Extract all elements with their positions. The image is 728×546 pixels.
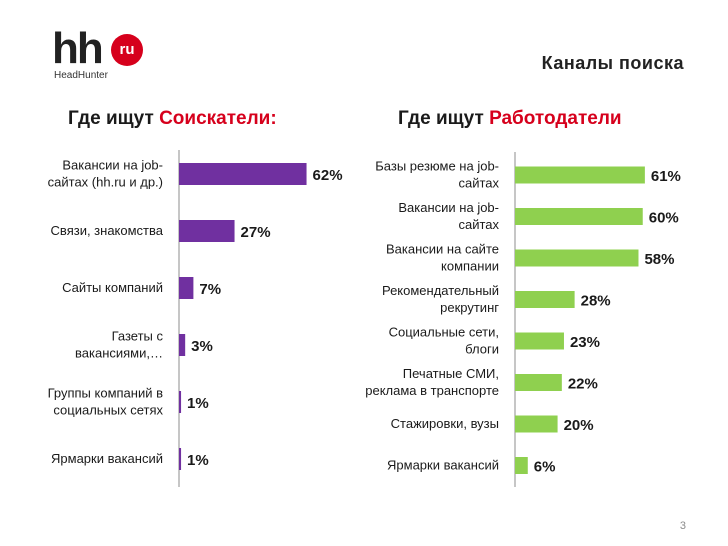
employers-category-label: Вакансии на job- — [398, 200, 499, 215]
employers-value-label: 28% — [581, 293, 611, 310]
employers-value-label: 20% — [564, 417, 594, 434]
employers-bar — [515, 249, 639, 267]
seekers-value-label: 1% — [187, 395, 209, 412]
employers-category-label: Базы резюме на job- — [375, 159, 499, 174]
seekers-category-label: Группы компаний в — [48, 386, 164, 401]
employers-category-label: рекрутинг — [440, 300, 499, 315]
seekers-bar — [179, 220, 235, 242]
seekers-value-label: 27% — [241, 224, 271, 241]
headhunter-logo: hh ru HeadHunter — [52, 24, 148, 84]
employers-title-prefix: Где ищут — [398, 108, 490, 129]
employers-category-label: компании — [441, 259, 499, 274]
seekers-title-prefix: Где ищут — [68, 108, 160, 129]
employers-bar — [515, 374, 562, 391]
logo-ru-badge: ru — [111, 34, 143, 66]
seekers-value-label: 7% — [199, 281, 221, 298]
page-title: Каналы поиска — [541, 53, 684, 73]
employers-value-label: 6% — [534, 459, 556, 476]
employers-category-label: Социальные сети, — [389, 325, 499, 340]
employers-category-label: Печатные СМИ, — [403, 366, 499, 381]
seekers-category-label: Вакансии на job- — [62, 158, 163, 173]
employers-category-label: Вакансии на сайте — [386, 242, 499, 257]
seekers-category-label: Газеты с — [112, 329, 164, 344]
employers-bar — [515, 415, 558, 433]
employers-chart-title: Где ищут Работодатели — [398, 108, 622, 130]
seekers-bar — [179, 277, 194, 299]
seekers-category-label: сайтах (hh.ru и др.) — [48, 175, 163, 190]
employers-category-label: Стажировки, вузы — [391, 416, 499, 431]
seekers-value-label: 62% — [313, 167, 343, 184]
seekers-value-label: 3% — [191, 338, 213, 355]
employers-title-highlight: Работодатели — [489, 108, 622, 129]
employers-category-label: Рекомендательный — [382, 283, 499, 298]
employers-bar — [515, 291, 575, 308]
seekers-value-label: 1% — [187, 452, 209, 469]
employers-category-label: реклама в транспорте — [365, 383, 499, 398]
seekers-category-label: социальных сетях — [53, 403, 163, 418]
employers-bar — [515, 208, 643, 225]
logo-subtitle: HeadHunter — [54, 70, 108, 81]
employers-value-label: 60% — [649, 210, 679, 227]
employers-category-label: Ярмарки вакансий — [387, 458, 499, 473]
seekers-bar — [179, 334, 186, 356]
employers-bar — [515, 166, 645, 184]
seekers-bar — [179, 163, 307, 185]
employers-value-label: 22% — [568, 376, 598, 393]
employers-category-label: блоги — [465, 342, 499, 357]
logo-hh-text: hh — [52, 24, 104, 73]
seekers-category-label: Ярмарки вакансий — [51, 451, 163, 466]
employers-category-label: сайтах — [458, 217, 499, 232]
seekers-category-label: Связи, знакомства — [51, 223, 164, 238]
seekers-category-label: вакансиями,… — [75, 346, 163, 361]
seekers-title-highlight: Соискатели: — [159, 108, 277, 129]
seekers-category-label: Сайты компаний — [62, 280, 163, 295]
employers-bar — [515, 457, 528, 474]
seekers-bar — [179, 391, 182, 413]
employers-value-label: 58% — [644, 251, 674, 268]
employers-value-label: 61% — [651, 168, 681, 185]
seekers-chart-title: Где ищут Соискатели: — [68, 108, 277, 130]
employers-value-label: 23% — [570, 334, 600, 351]
page-number: 3 — [679, 520, 686, 532]
employers-bar — [515, 332, 564, 350]
seekers-bar — [179, 448, 182, 470]
employers-category-label: сайтах — [458, 176, 499, 191]
